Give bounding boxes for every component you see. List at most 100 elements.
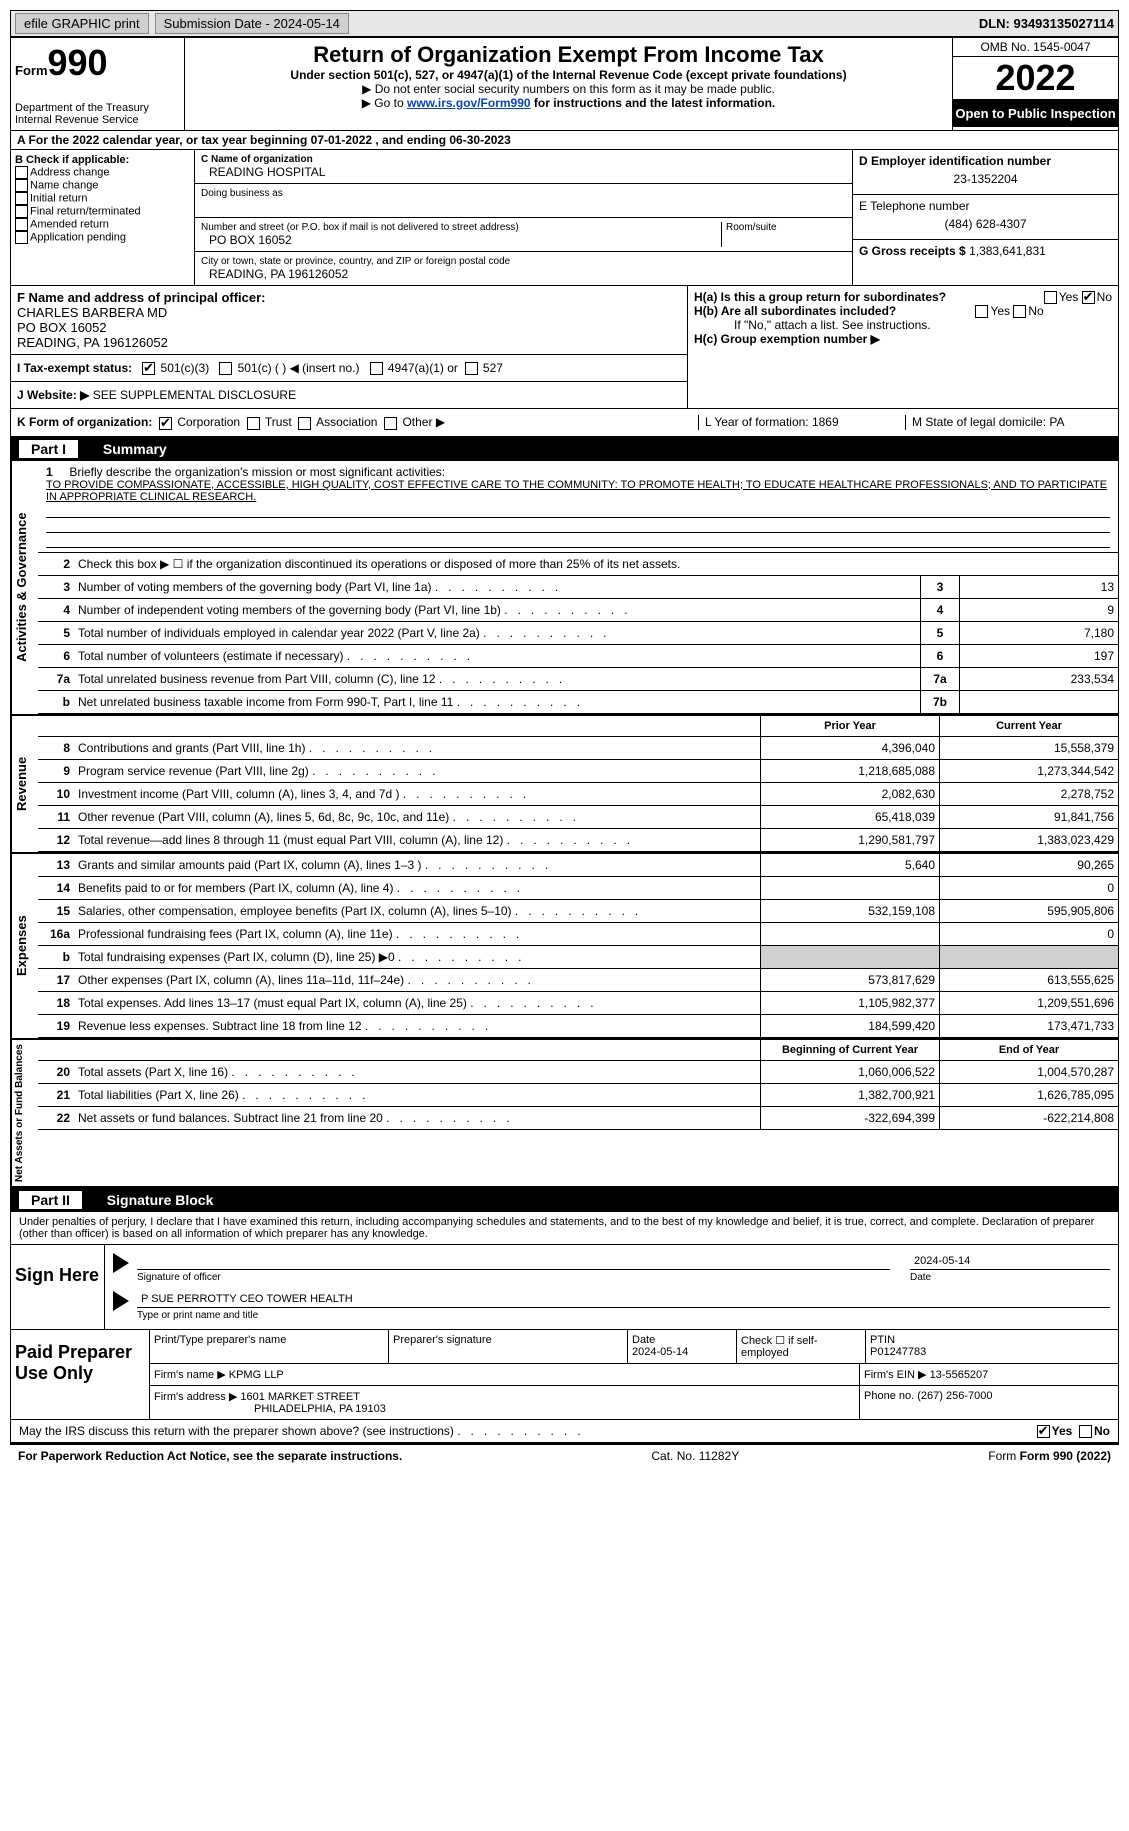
form-footer: Form Form 990 (2022) bbox=[988, 1449, 1111, 1463]
cb-name-change[interactable] bbox=[15, 179, 28, 192]
dba-label: Doing business as bbox=[201, 188, 846, 199]
dba-value bbox=[201, 199, 846, 213]
ptin-label: PTIN bbox=[870, 1334, 895, 1346]
lbl-discuss-no: No bbox=[1094, 1424, 1110, 1438]
efile-print-btn[interactable]: efile GRAPHIC print bbox=[15, 13, 149, 34]
line2-label: Check this box ▶ ☐ if the organization d… bbox=[74, 553, 1118, 575]
form-right-cell: OMB No. 1545-0047 2022 Open to Public In… bbox=[953, 38, 1118, 130]
line-box: 3 bbox=[920, 576, 959, 598]
line-val: 7,180 bbox=[959, 622, 1118, 644]
activity-row: 3 Number of voting members of the govern… bbox=[38, 576, 1118, 599]
line-num: 20 bbox=[38, 1061, 74, 1083]
cb-initial-return[interactable] bbox=[15, 192, 28, 205]
cb-address-change[interactable] bbox=[15, 166, 28, 179]
irs-link[interactable]: www.irs.gov/Form990 bbox=[407, 96, 531, 110]
line-num: 8 bbox=[38, 737, 74, 759]
line-label: Net assets or fund balances. Subtract li… bbox=[74, 1107, 760, 1129]
lbl-hb-yes: Yes bbox=[990, 304, 1010, 318]
firm-addr-label: Firm's address ▶ bbox=[154, 1391, 237, 1403]
curr-val: 2,278,752 bbox=[939, 783, 1118, 805]
curr-val: 173,471,733 bbox=[939, 1015, 1118, 1037]
data-row: 20 Total assets (Part X, line 16) 1,060,… bbox=[38, 1061, 1118, 1084]
cb-527[interactable] bbox=[465, 362, 478, 375]
line-box: 5 bbox=[920, 622, 959, 644]
ha-label: H(a) Is this a group return for subordin… bbox=[694, 290, 946, 304]
cb-ha-yes[interactable] bbox=[1044, 291, 1057, 304]
line-box: 4 bbox=[920, 599, 959, 621]
line-num: 14 bbox=[38, 877, 74, 899]
line-val: 13 bbox=[959, 576, 1118, 598]
line-box: 7a bbox=[920, 668, 959, 690]
line-num: 17 bbox=[38, 969, 74, 991]
line-num: 6 bbox=[38, 645, 74, 667]
vert-expenses: Expenses bbox=[11, 854, 38, 1038]
cb-amended-return[interactable] bbox=[15, 218, 28, 231]
curr-val: 90,265 bbox=[939, 854, 1118, 876]
lbl-501c: 501(c) ( ) ◀ (insert no.) bbox=[238, 361, 360, 375]
name-label: C Name of organization bbox=[201, 154, 846, 165]
activity-row: 7a Total unrelated business revenue from… bbox=[38, 668, 1118, 691]
curr-val: 1,383,023,429 bbox=[939, 829, 1118, 851]
line-num: 18 bbox=[38, 992, 74, 1014]
ein-label: D Employer identification number bbox=[859, 154, 1112, 168]
box-c: C Name of organization READING HOSPITAL … bbox=[195, 150, 853, 285]
cb-discuss-no[interactable] bbox=[1079, 1425, 1092, 1438]
gross-value: 1,383,641,831 bbox=[969, 244, 1046, 258]
bcd-grid: B Check if applicable: Address change Na… bbox=[11, 150, 1118, 286]
activity-row: b Net unrelated business taxable income … bbox=[38, 691, 1118, 714]
col-begin: Beginning of Current Year bbox=[760, 1040, 939, 1060]
cb-ha-no[interactable] bbox=[1082, 291, 1095, 304]
activities-section: Activities & Governance 1 Briefly descri… bbox=[11, 461, 1118, 716]
part1-header: Part I Summary bbox=[11, 437, 1118, 461]
cb-corp[interactable] bbox=[159, 417, 172, 430]
l-year: L Year of formation: 1869 bbox=[698, 415, 905, 429]
cb-discuss-yes[interactable] bbox=[1037, 1425, 1050, 1438]
i-label: I Tax-exempt status: bbox=[17, 361, 132, 375]
prior-val: 4,396,040 bbox=[760, 737, 939, 759]
cb-assoc[interactable] bbox=[298, 417, 311, 430]
cb-application-pending[interactable] bbox=[15, 231, 28, 244]
line-num: 7a bbox=[38, 668, 74, 690]
line-label: Professional fundraising fees (Part IX, … bbox=[74, 923, 760, 945]
klm-row: K Form of organization: Corporation Trus… bbox=[11, 409, 1118, 436]
prep-print-label: Print/Type preparer's name bbox=[150, 1330, 389, 1363]
line-label: Salaries, other compensation, employee b… bbox=[74, 900, 760, 922]
cb-501c3[interactable] bbox=[142, 362, 155, 375]
data-row: 11 Other revenue (Part VIII, column (A),… bbox=[38, 806, 1118, 829]
line-label: Revenue less expenses. Subtract line 18 … bbox=[74, 1015, 760, 1037]
phone-value: (267) 256-7000 bbox=[917, 1390, 992, 1402]
line-label: Total unrelated business revenue from Pa… bbox=[74, 668, 920, 690]
k-label: K Form of organization: bbox=[17, 415, 152, 429]
sign-here-label: Sign Here bbox=[11, 1245, 105, 1329]
cb-501c[interactable] bbox=[219, 362, 232, 375]
efile-header: efile GRAPHIC print Submission Date - 20… bbox=[10, 10, 1119, 37]
cb-trust[interactable] bbox=[247, 417, 260, 430]
mission-label: Briefly describe the organization's miss… bbox=[69, 465, 445, 479]
note2-post: for instructions and the latest informat… bbox=[531, 96, 776, 110]
line-label: Number of voting members of the governin… bbox=[74, 576, 920, 598]
curr-val: 1,209,551,696 bbox=[939, 992, 1118, 1014]
curr-val: 1,273,344,542 bbox=[939, 760, 1118, 782]
lbl-amended-return: Amended return bbox=[30, 218, 109, 230]
cb-final-return[interactable] bbox=[15, 205, 28, 218]
submission-date-btn[interactable]: Submission Date - 2024-05-14 bbox=[155, 13, 349, 34]
cb-hb-yes[interactable] bbox=[975, 305, 988, 318]
cb-4947[interactable] bbox=[370, 362, 383, 375]
expenses-section: Expenses 13 Grants and similar amounts p… bbox=[11, 854, 1118, 1040]
arrow-icon-2 bbox=[113, 1291, 129, 1311]
cb-other[interactable] bbox=[384, 417, 397, 430]
part2-title: Signature Block bbox=[107, 1192, 214, 1208]
sig-declaration: Under penalties of perjury, I declare th… bbox=[11, 1212, 1118, 1244]
line-num: 10 bbox=[38, 783, 74, 805]
box-f: F Name and address of principal officer:… bbox=[11, 286, 688, 408]
prep-check-label: Check ☐ if self-employed bbox=[737, 1330, 866, 1363]
line-num: 3 bbox=[38, 576, 74, 598]
firm-name-label: Firm's name ▶ bbox=[154, 1369, 226, 1381]
lbl-application-pending: Application pending bbox=[30, 231, 126, 243]
line-label: Number of independent voting members of … bbox=[74, 599, 920, 621]
cb-hb-no[interactable] bbox=[1013, 305, 1026, 318]
line-num: 21 bbox=[38, 1084, 74, 1106]
data-row: 8 Contributions and grants (Part VIII, l… bbox=[38, 737, 1118, 760]
subtitle: Under section 501(c), 527, or 4947(a)(1)… bbox=[189, 68, 948, 82]
discuss-label: May the IRS discuss this return with the… bbox=[19, 1424, 454, 1438]
